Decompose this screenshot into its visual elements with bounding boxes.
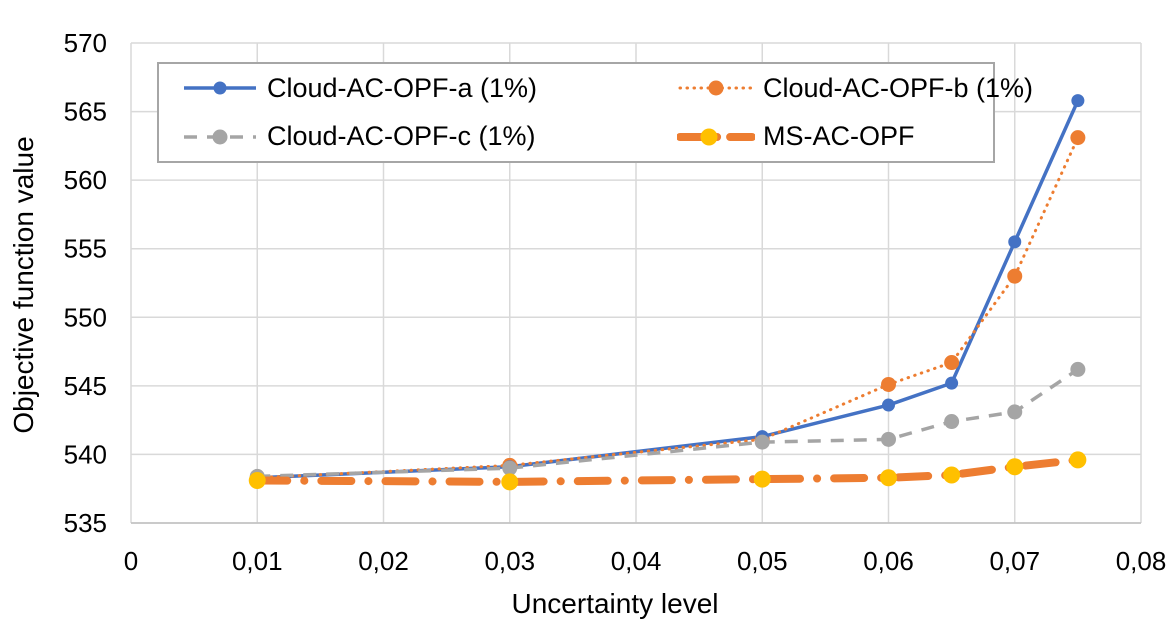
legend-label: Cloud-AC-OPF-a (1%)	[267, 72, 538, 103]
legend-marker	[708, 80, 724, 96]
data-point-marker	[882, 398, 895, 412]
y-tick-label: 555	[64, 234, 107, 264]
x-axis-title: Uncertainty level	[511, 588, 719, 619]
data-point-marker	[1071, 94, 1085, 108]
data-point-marker	[944, 414, 960, 430]
data-point-marker	[1069, 451, 1087, 469]
data-point-marker	[1007, 404, 1023, 420]
data-point-marker	[502, 460, 518, 476]
legend-label: Cloud-AC-OPF-c (1%)	[267, 121, 536, 152]
x-tick-label: 0,05	[737, 546, 788, 576]
legend-marker	[700, 128, 718, 146]
x-tick-label: 0,04	[611, 546, 662, 576]
y-axis-title: Objective function value	[8, 136, 39, 434]
data-point-marker	[753, 470, 771, 488]
data-point-marker	[501, 473, 519, 491]
data-point-marker	[1008, 235, 1022, 249]
data-point-marker	[1070, 130, 1086, 146]
y-tick-label: 540	[64, 439, 107, 469]
data-point-marker	[881, 431, 896, 447]
legend-item-4: MS-AC-OPF	[655, 113, 1033, 162]
legend-marker	[213, 81, 227, 95]
legend-item-3: Cloud-AC-OPF-c (1%)	[159, 113, 655, 162]
x-tick-label: 0,08	[1116, 546, 1167, 576]
x-tick-label: 0,01	[232, 546, 283, 576]
legend-swatch-icon	[677, 128, 755, 146]
data-point-marker	[945, 376, 959, 390]
data-point-marker	[880, 469, 897, 487]
x-tick-label: 0,06	[863, 546, 914, 576]
y-tick-label: 570	[64, 28, 107, 58]
y-tick-label: 535	[64, 508, 107, 538]
legend-label: MS-AC-OPF	[763, 121, 915, 152]
data-point-marker	[1006, 458, 1024, 476]
legend-swatch-icon	[184, 81, 256, 95]
legend-swatch-icon	[184, 129, 256, 145]
y-tick-label: 565	[64, 97, 107, 127]
data-point-marker	[943, 466, 961, 484]
legend-marker	[212, 129, 228, 145]
y-tick-label: 560	[64, 165, 107, 195]
legend: Cloud-AC-OPF-a (1%) Cloud-AC-OPF-b (1%) Cl…	[157, 62, 1033, 163]
y-tick-label: 545	[64, 371, 107, 401]
x-tick-label: 0,02	[358, 546, 409, 576]
x-tick-label: 0	[124, 546, 138, 576]
x-tick-label: 0,07	[989, 546, 1040, 576]
legend-swatch-icon	[678, 80, 754, 96]
legend-label: Cloud-AC-OPF-b (1%)	[763, 72, 1034, 103]
data-point-marker	[944, 355, 960, 371]
data-point-marker	[881, 376, 896, 392]
legend-item-1: Cloud-AC-OPF-a (1%)	[159, 64, 655, 113]
data-point-marker	[1070, 361, 1086, 377]
data-point-marker	[1007, 268, 1023, 284]
legend-item-2: Cloud-AC-OPF-b (1%)	[655, 64, 1033, 113]
data-point-marker	[754, 434, 770, 450]
y-tick-label: 550	[64, 302, 107, 332]
x-tick-label: 0,03	[484, 546, 535, 576]
data-point-marker	[248, 471, 266, 489]
